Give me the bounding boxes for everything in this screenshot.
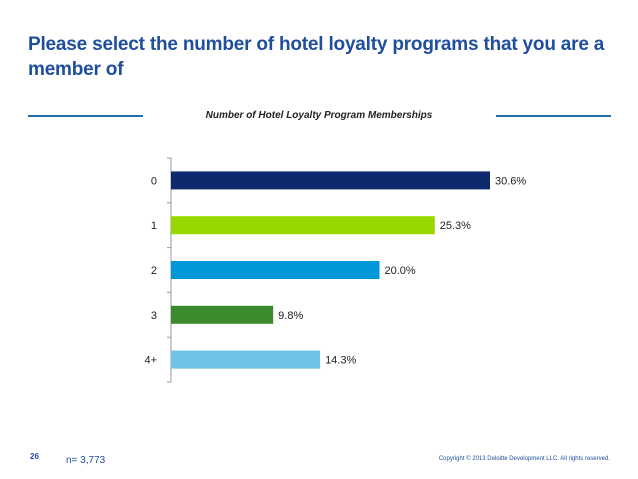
bar-4: [171, 305, 274, 324]
bar-2: [171, 216, 435, 235]
value-label: 25.3%: [440, 220, 471, 232]
chart-title: Number of Hotel Loyalty Program Membersh…: [205, 110, 433, 121]
copyright-notice: Copyright © 2013 Deloitte Development LL…: [438, 456, 610, 462]
slide-title: Please select the number of hotel loyalt…: [28, 34, 605, 80]
category-label: 1: [151, 220, 157, 232]
title-rule-right: [496, 115, 611, 117]
category-label: 4+: [144, 355, 157, 367]
value-label: 14.3%: [325, 355, 356, 367]
bar-1: [171, 171, 490, 190]
title-rule-left: [28, 115, 143, 117]
category-label: 2: [151, 265, 157, 277]
value-label: 30.6%: [495, 175, 526, 187]
page-number: 26: [30, 452, 39, 461]
value-label: 20.0%: [384, 265, 415, 277]
sample-size: n= 3,773: [66, 455, 106, 466]
category-label: 0: [151, 175, 157, 187]
category-label: 3: [151, 310, 157, 322]
bar-3: [171, 261, 380, 279]
value-label: 9.8%: [278, 310, 303, 322]
bar-5: [171, 350, 321, 369]
